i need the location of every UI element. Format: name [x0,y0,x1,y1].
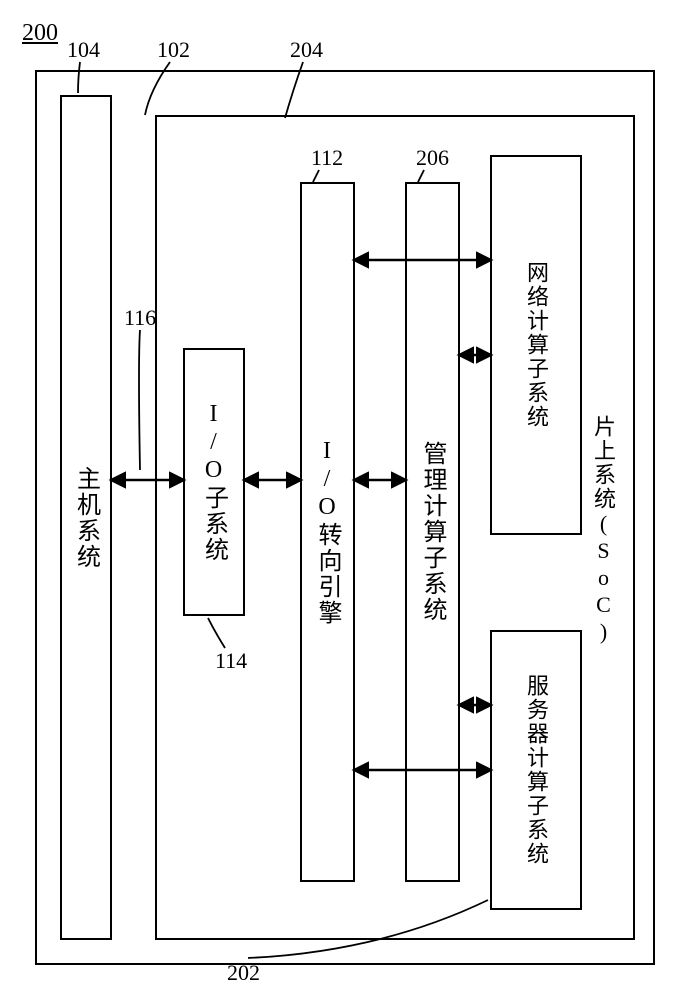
io-engine-block: I/O转向引擎 [300,182,355,882]
mgmt-subsystem-block: 管理计算子系统 [405,182,460,882]
server-subsystem-label: 服务器计算子系统 [492,632,580,908]
server-subsystem-block: 服务器计算子系统 [490,630,582,910]
soc-caption: 片上系统(SoC) [588,330,618,730]
ref-104: 104 [67,37,100,63]
ref-204: 204 [290,37,323,63]
host-system-block: 主机系统 [60,95,112,940]
ref-112: 112 [311,145,343,171]
network-subsystem-label: 网络计算子系统 [492,157,580,533]
host-system-label: 主机系统 [62,97,110,938]
network-subsystem-block: 网络计算子系统 [490,155,582,535]
ref-202: 202 [227,960,260,986]
ref-114: 114 [215,648,247,674]
io-subsystem-label: I/O子系统 [185,350,243,614]
ref-116: 116 [124,305,156,331]
mgmt-subsystem-label: 管理计算子系统 [407,184,458,880]
io-engine-label: I/O转向引擎 [302,184,353,880]
figure-number: 200 [22,20,58,47]
ref-102: 102 [157,37,190,63]
io-subsystem-block: I/O子系统 [183,348,245,616]
ref-206: 206 [416,145,449,171]
